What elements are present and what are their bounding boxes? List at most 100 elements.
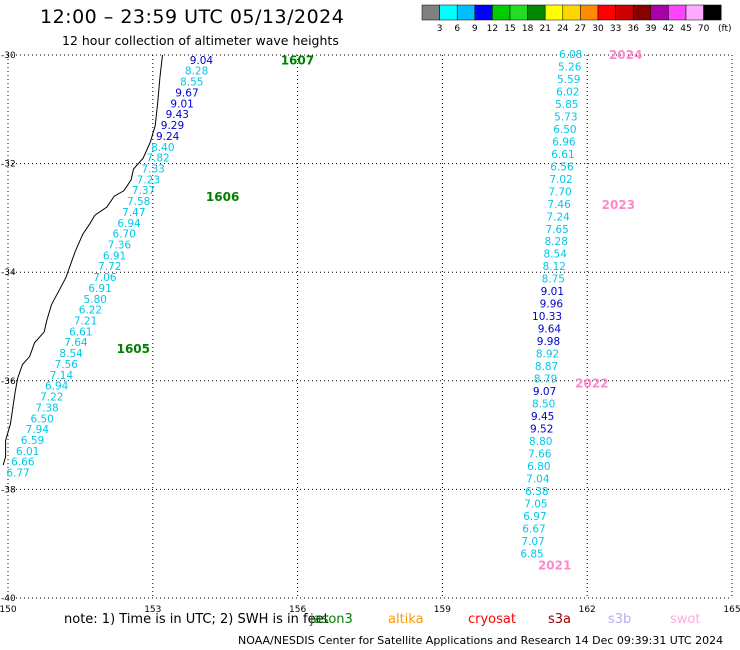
legend-label: 27 xyxy=(575,24,586,34)
legend-swatch xyxy=(474,4,493,21)
wave-height-value: 6.80 xyxy=(527,461,550,473)
wave-height-value: 8.40 xyxy=(151,142,174,154)
lon-tick-label: 150 xyxy=(0,605,17,615)
wave-height-value: 9.43 xyxy=(166,109,189,121)
legend-label: 24 xyxy=(557,24,569,34)
wave-height-value: 6.67 xyxy=(522,523,545,535)
credit-line: NOAA/NESDIS Center for Satellite Applica… xyxy=(238,634,724,647)
legend-swatch xyxy=(650,4,669,21)
wave-height-value: 8.75 xyxy=(542,274,565,286)
wave-height-value: 8.12 xyxy=(543,261,566,273)
wave-height-value: 9.45 xyxy=(531,411,554,423)
wave-height-value: 7.22 xyxy=(40,392,63,404)
wave-height-value: 7.37 xyxy=(132,185,155,197)
wave-height-value: 6.66 xyxy=(11,457,35,469)
wave-height-value: 8.28 xyxy=(185,66,208,78)
wave-height-value: 6.61 xyxy=(69,326,92,338)
wave-height-value: 7.36 xyxy=(108,240,132,252)
wave-height-value: 7.47 xyxy=(122,207,145,219)
wave-height-value: 6.22 xyxy=(79,305,102,317)
wave-height-value: 6.77 xyxy=(6,468,29,480)
map-subtitle: 12 hour collection of altimeter wave hei… xyxy=(62,33,339,48)
legend-swatch xyxy=(580,4,599,21)
legend-swatch xyxy=(527,4,546,21)
legend-swatch xyxy=(668,4,687,21)
wave-height-value: 7.21 xyxy=(74,316,97,328)
wave-height-value: 8.55 xyxy=(180,77,203,89)
legend-label: 42 xyxy=(663,24,674,34)
wave-height-value: 7.56 xyxy=(55,359,79,371)
legend-swatch xyxy=(421,4,440,21)
lat-lon-grid xyxy=(7,54,733,599)
wave-height-value: 7.24 xyxy=(546,211,570,223)
lat-tick-label: -32 xyxy=(1,160,16,170)
track-swot: 6.085.265.596.025.855.736.506.966.616.56… xyxy=(520,48,642,572)
lat-tick-label: -40 xyxy=(1,594,16,604)
time-label: 1605 xyxy=(117,342,150,356)
wave-height-value: 8.54 xyxy=(59,348,83,360)
wave-height-value: 8.87 xyxy=(535,361,558,373)
wave-height-value: 7.66 xyxy=(528,449,552,461)
wave-height-value: 9.52 xyxy=(530,424,553,436)
wave-height-value: 9.01 xyxy=(170,98,193,110)
legend-swatch xyxy=(562,4,581,21)
wave-height-value: 5.26 xyxy=(558,61,582,73)
legend-swatch xyxy=(632,4,652,21)
wave-height-value: 7.82 xyxy=(146,153,169,165)
wave-height-value: 7.07 xyxy=(521,536,544,548)
wave-height-value: 5.85 xyxy=(555,99,578,111)
satellite-s3b: s3b xyxy=(608,612,632,627)
legend-label: 30 xyxy=(592,24,604,34)
satellite-s3a: s3a xyxy=(548,612,572,627)
lat-tick-label: -34 xyxy=(1,268,16,278)
wave-height-value: 7.46 xyxy=(547,199,571,211)
map-title: 12:00 – 23:59 UTC 05/13/2024 xyxy=(40,6,345,28)
wave-height-value: 9.01 xyxy=(541,286,564,298)
time-label: 2021 xyxy=(538,558,571,572)
wave-height-value: 6.61 xyxy=(551,149,574,161)
wave-height-value: 7.58 xyxy=(127,196,150,208)
wave-height-value: 6.91 xyxy=(103,250,126,262)
wave-height-value: 6.85 xyxy=(520,548,543,560)
wave-height-value: 7.14 xyxy=(50,370,74,382)
wave-height-value: 7.06 xyxy=(93,272,117,284)
wave-height-value: 7.02 xyxy=(549,174,572,186)
lon-tick-label: 159 xyxy=(434,605,451,615)
legend-swatch xyxy=(597,4,616,21)
time-label: 1607 xyxy=(281,53,314,67)
wave-height-value: 9.24 xyxy=(156,131,180,143)
legend-label: 18 xyxy=(522,24,534,34)
wave-height-value: 8.80 xyxy=(529,436,552,448)
legend-label: 70 xyxy=(698,24,710,34)
time-label: 2024 xyxy=(609,48,642,62)
legend-label: 6 xyxy=(454,24,460,34)
legend-label: 9 xyxy=(472,24,478,34)
wave-height-value: 6.01 xyxy=(16,446,39,458)
latitude-tick-labels: -30 -32 -34 -36 -38 -40 xyxy=(1,51,16,604)
satellite-altika: altika xyxy=(388,612,424,627)
legend-unit: (ft) xyxy=(718,24,732,34)
wave-height-value: 9.29 xyxy=(161,120,184,132)
wave-height-value: 7.38 xyxy=(35,402,58,414)
wave-height-value: 7.65 xyxy=(545,224,568,236)
wave-height-value: 9.98 xyxy=(537,336,560,348)
wave-height-value: 8.28 xyxy=(545,236,568,248)
legend-swatch xyxy=(544,4,564,21)
lat-tick-label: -36 xyxy=(1,377,16,387)
wave-height-value: 6.91 xyxy=(88,283,111,295)
longitude-tick-labels: 150 153 156 159 162 165 xyxy=(0,605,740,615)
wave-height-value: 6.50 xyxy=(30,413,53,425)
wave-height-value: 6.59 xyxy=(21,435,44,447)
time-label: 2023 xyxy=(602,198,635,212)
wave-height-value: 6.38 xyxy=(525,486,548,498)
wave-height-value: 6.96 xyxy=(552,136,576,148)
time-label: 1606 xyxy=(206,190,239,204)
legend-label: 12 xyxy=(487,24,498,34)
wave-height-value: 9.04 xyxy=(190,55,214,67)
satellite-jason3: jason3 xyxy=(310,612,353,627)
legend-label: 45 xyxy=(680,24,691,34)
satellite-cryosat: cryosat xyxy=(468,612,516,627)
wave-height-value: 7.64 xyxy=(64,337,88,349)
wave-height-value: 7.23 xyxy=(137,174,160,186)
